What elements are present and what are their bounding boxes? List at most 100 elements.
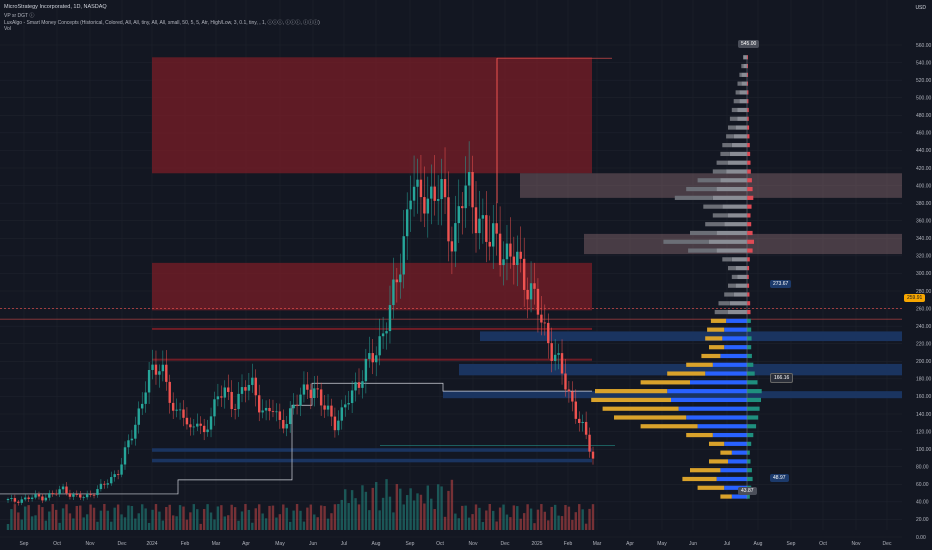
volume-bar	[347, 503, 350, 530]
vp-up-bar	[731, 450, 747, 455]
vp-down-bar	[690, 468, 721, 473]
candle-body	[213, 399, 216, 417]
vp-delta-bar	[747, 266, 750, 271]
y-tick-label: 300.00	[916, 271, 932, 277]
candle-body	[323, 405, 326, 410]
x-tick-label: Jul	[341, 541, 347, 547]
vp-down-bar	[705, 336, 723, 341]
candle-body	[423, 197, 426, 214]
x-tick-label: Nov	[86, 541, 95, 547]
volume-bar	[72, 518, 75, 530]
volume-bar	[230, 504, 233, 530]
vp-up-bar	[716, 476, 747, 482]
volume-bar	[17, 512, 20, 530]
currency-label: USD	[915, 5, 926, 11]
candle-body	[6, 498, 10, 501]
vp-delta-bar	[747, 257, 750, 262]
candle-body	[533, 283, 536, 289]
vp-delta-bar	[747, 345, 752, 350]
volume-bar	[354, 498, 357, 530]
volume-bar	[123, 517, 127, 530]
candle-body	[405, 209, 409, 237]
vp-up-bar	[728, 459, 747, 464]
candle-body	[271, 411, 275, 412]
volume-bar	[178, 505, 182, 530]
candle-body	[92, 494, 96, 496]
candle-body	[278, 411, 282, 420]
vp-delta-bar	[747, 380, 758, 385]
candle-body	[519, 251, 522, 259]
vp-up-bar	[712, 362, 747, 367]
candle-body	[412, 186, 416, 201]
candle-body	[371, 353, 374, 363]
volume-bar	[44, 520, 48, 530]
candle-body	[261, 410, 264, 413]
volume-bar	[392, 512, 395, 530]
volume-bar	[237, 520, 240, 530]
x-tick-label: Sep	[406, 541, 415, 547]
vp-up-bar	[728, 309, 747, 315]
vp-up-bar	[739, 99, 747, 104]
candle-body	[512, 256, 516, 265]
vp-delta-bar	[747, 178, 752, 183]
vp-delta-bar	[747, 213, 751, 218]
y-tick-label: 240.00	[916, 324, 932, 330]
luxalgo-indicator-label[interactable]: LuxAlgo - Smart Money Concepts (Historic…	[4, 20, 320, 26]
y-tick-label: 360.00	[916, 219, 932, 225]
volume-bar	[385, 479, 388, 530]
candle-body	[54, 493, 58, 495]
candle-body	[416, 179, 419, 187]
volume-bar	[498, 507, 502, 530]
volume-bar	[378, 510, 381, 530]
y-tick-label: 500.00	[916, 96, 932, 102]
volume-indicator-label[interactable]: Vol	[4, 26, 11, 32]
vp-up-bar	[743, 63, 747, 69]
vp-down-bar	[712, 169, 727, 174]
candle-body	[378, 336, 381, 356]
volume-bar	[557, 515, 560, 530]
candle-body	[134, 424, 137, 439]
vp-down-bar	[739, 72, 742, 77]
volume-bar	[543, 511, 547, 530]
volume-bar	[82, 517, 85, 530]
candle-body	[364, 358, 368, 382]
volume-bar	[509, 517, 512, 530]
candle-body	[461, 206, 464, 209]
vp-up-bar	[737, 107, 747, 113]
volume-bar	[330, 513, 333, 530]
volume-bar	[85, 514, 89, 530]
candle-body	[571, 391, 574, 402]
candle-body	[492, 223, 495, 247]
candle-body	[209, 416, 213, 430]
candle-body	[354, 382, 357, 391]
demand-zone	[459, 363, 902, 376]
candle-body	[306, 384, 309, 390]
volume-bar	[350, 490, 354, 530]
volume-bar	[202, 509, 206, 530]
vp-up-bar	[728, 213, 747, 218]
vp-up-bar	[737, 116, 747, 121]
candle-body	[220, 396, 223, 398]
volume-bar	[295, 504, 299, 530]
x-tick-label: Jul	[724, 541, 730, 547]
vp-delta-bar	[747, 441, 752, 446]
vp-indicator-label[interactable]: VP sr DGT ⓘ	[4, 13, 35, 19]
volume-bar	[134, 518, 137, 530]
vp-up-bar	[737, 274, 747, 280]
vp-down-bar	[714, 309, 728, 315]
y-tick-label: 140.00	[916, 412, 932, 418]
vp-down-bar	[712, 213, 728, 218]
y-tick-label: 20.00	[916, 517, 929, 523]
volume-bar	[168, 504, 171, 530]
volume-bar	[258, 504, 261, 530]
candle-body	[182, 409, 185, 418]
vp-up-bar	[712, 432, 747, 438]
candle-body	[464, 185, 467, 209]
vp-down-bar	[686, 186, 717, 192]
candle-body	[399, 274, 402, 283]
volume-bar	[288, 521, 292, 530]
vp-up-bar	[697, 424, 747, 429]
vp-up-bar	[720, 353, 747, 359]
candle-body	[130, 438, 134, 441]
